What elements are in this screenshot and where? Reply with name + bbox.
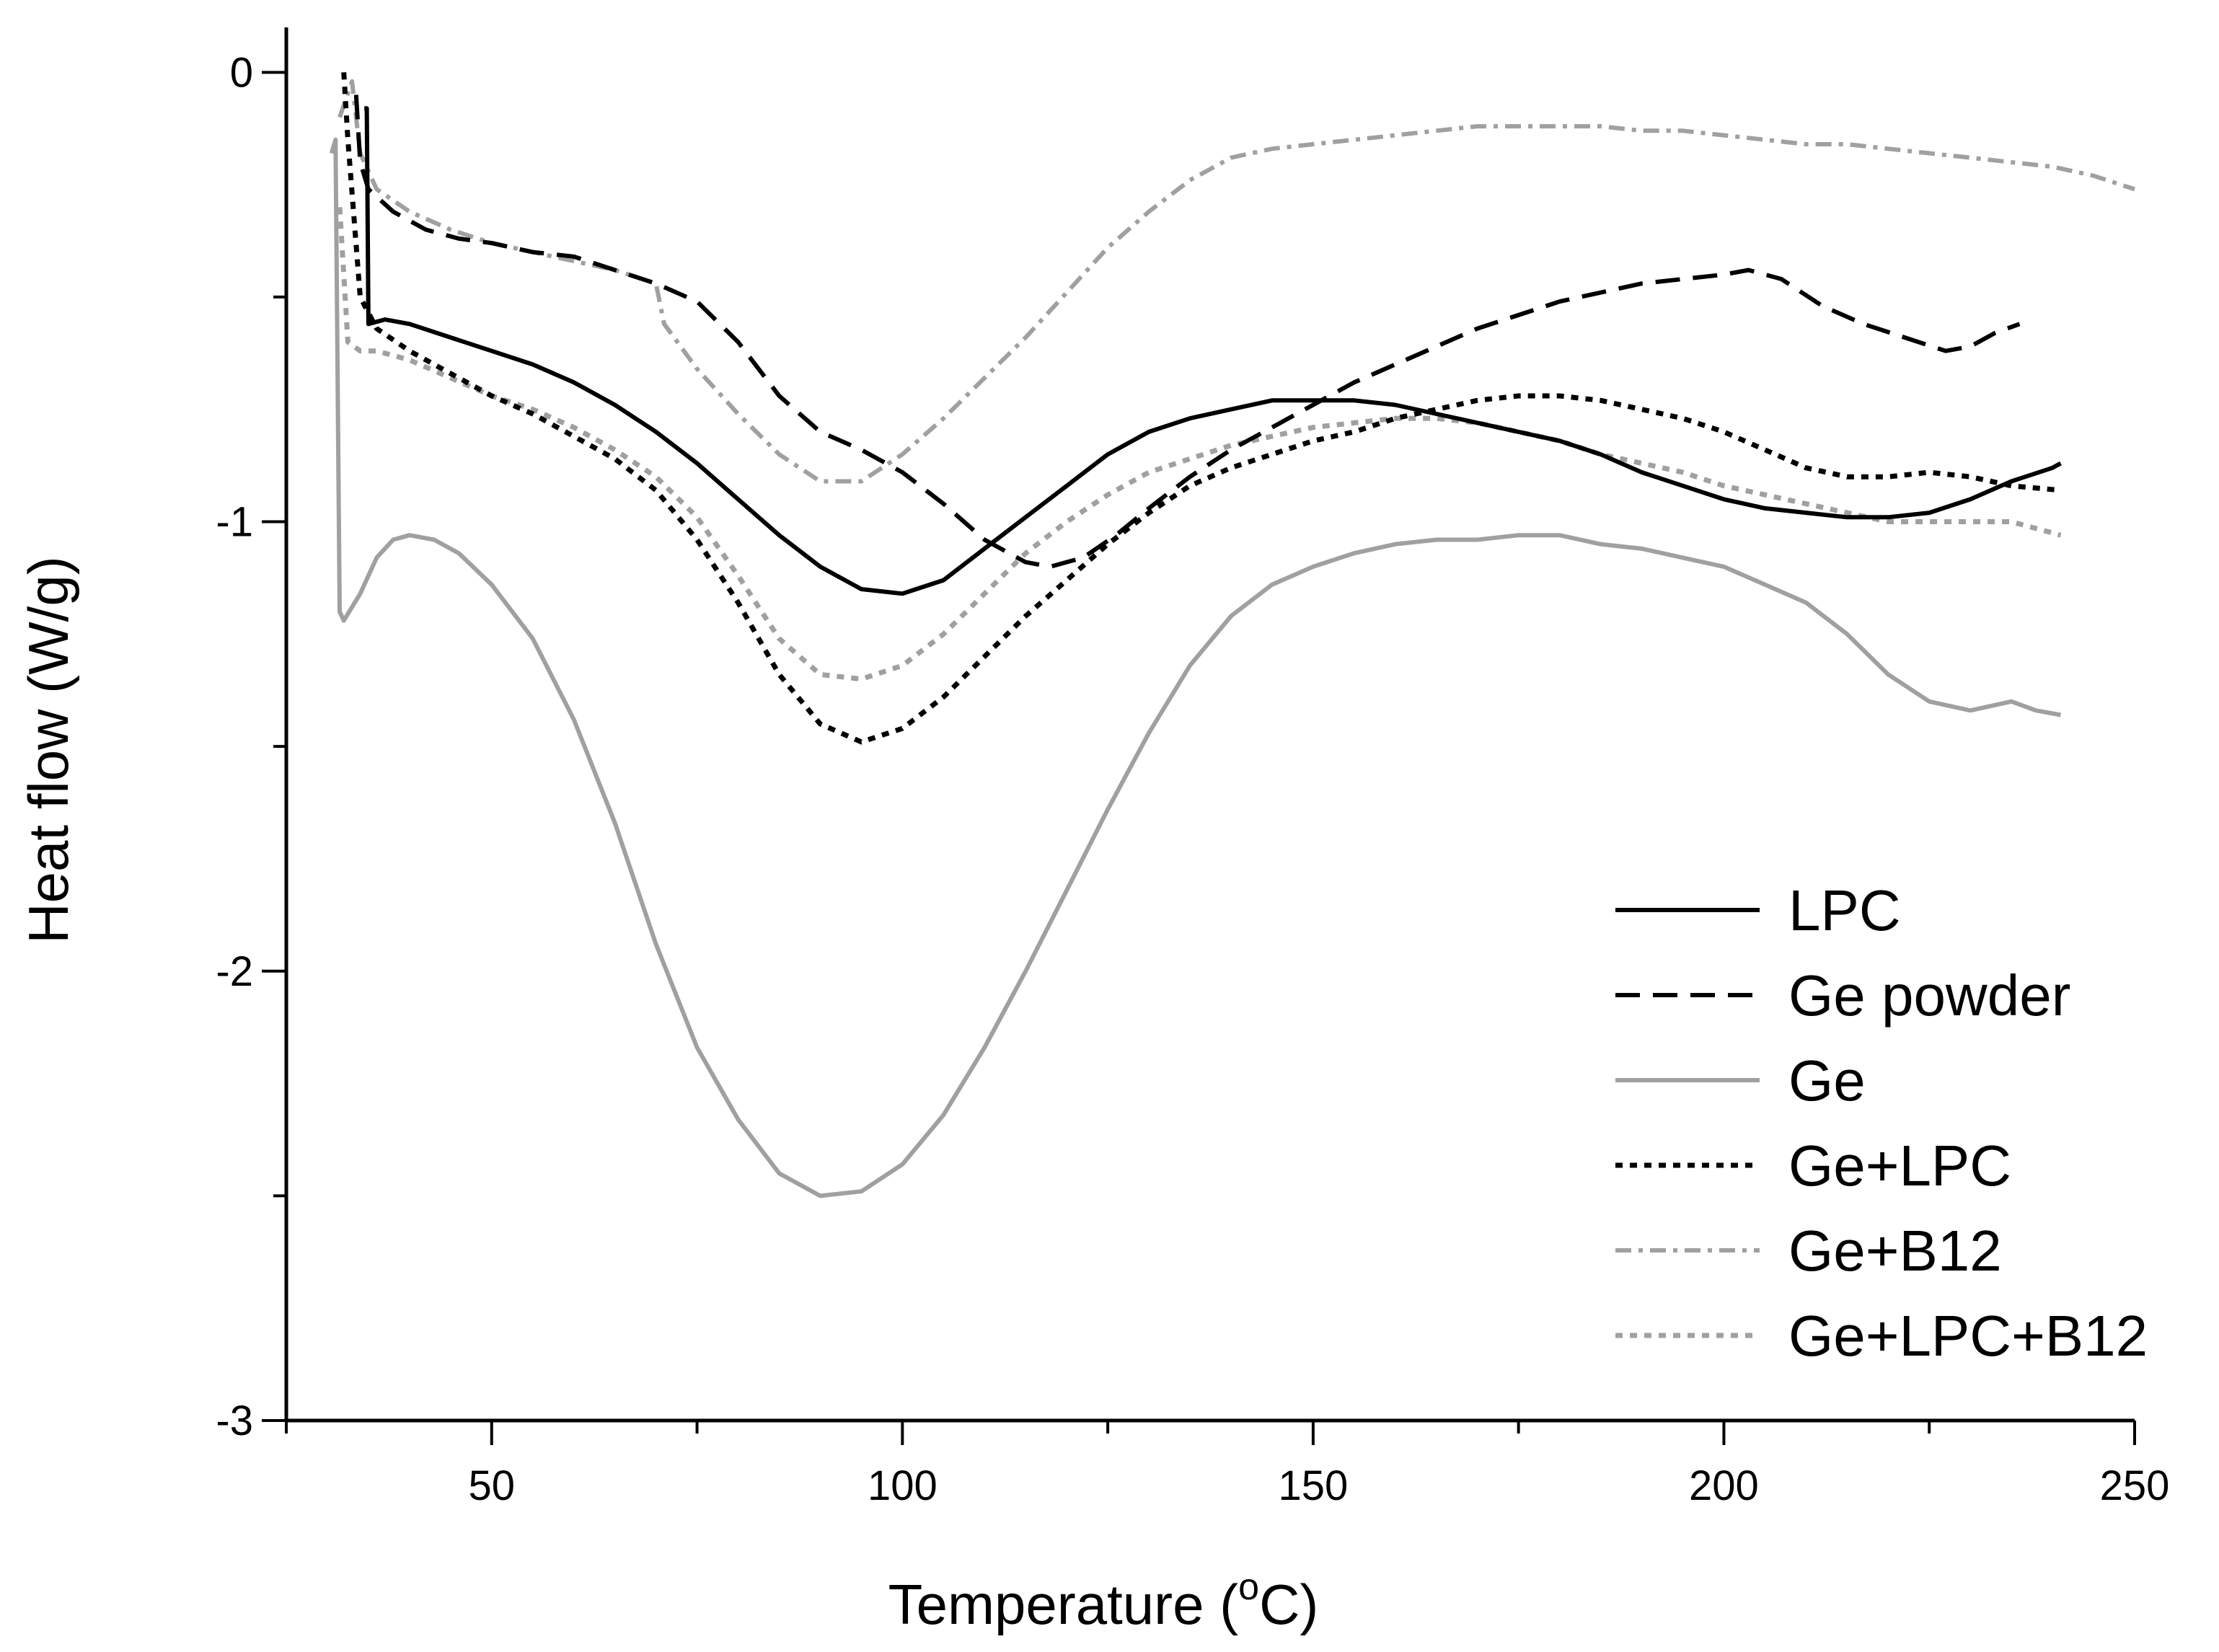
- legend-label-ge: Ge: [1788, 1048, 1866, 1113]
- legend-label-ge-powder: Ge powder: [1788, 963, 2070, 1028]
- series-line-lpc: [364, 106, 2062, 596]
- ticks: [262, 71, 2136, 1445]
- y-tick-label: -1: [216, 499, 253, 546]
- x-axis-title: Temperature (oC): [888, 1566, 1319, 1636]
- series-line-ge-b12: [338, 79, 2135, 484]
- legend: LPC Ge powder Ge Ge+LPC Ge+B12 Ge+LPC+B12: [1615, 878, 2148, 1368]
- legend-label-ge-b12: Ge+B12: [1788, 1219, 2002, 1283]
- x-tick-label: 200: [1689, 1462, 1759, 1509]
- x-axis-title-superscript: o: [1238, 1566, 1259, 1608]
- y-tick-label: -3: [216, 1397, 253, 1444]
- axes: [284, 27, 2135, 1423]
- legend-label-lpc: LPC: [1788, 878, 1901, 942]
- series-line-ge-lpc: [341, 72, 2061, 745]
- x-tick-label: 100: [868, 1462, 938, 1509]
- legend-label-ge-lpc: Ge+LPC: [1788, 1134, 2011, 1198]
- y-tick-label: -2: [216, 948, 253, 995]
- x-tick-label: 50: [469, 1462, 516, 1509]
- series-line-ge-lpc-b12: [337, 207, 2062, 682]
- series-layer: [329, 72, 2135, 1198]
- series-line-ge-powder: [353, 94, 2021, 569]
- tick-labels: 50 100 150 200 250 0 -1 -2 -3: [216, 49, 2169, 1509]
- y-axis-title: Heat flow (W/g): [17, 556, 80, 943]
- x-tick-label: 250: [2100, 1462, 2170, 1509]
- series-line-ge: [329, 137, 2062, 1198]
- x-tick-label: 150: [1278, 1462, 1348, 1509]
- y-tick-label: 0: [230, 49, 253, 96]
- legend-label-ge-lpc-b12: Ge+LPC+B12: [1788, 1304, 2148, 1368]
